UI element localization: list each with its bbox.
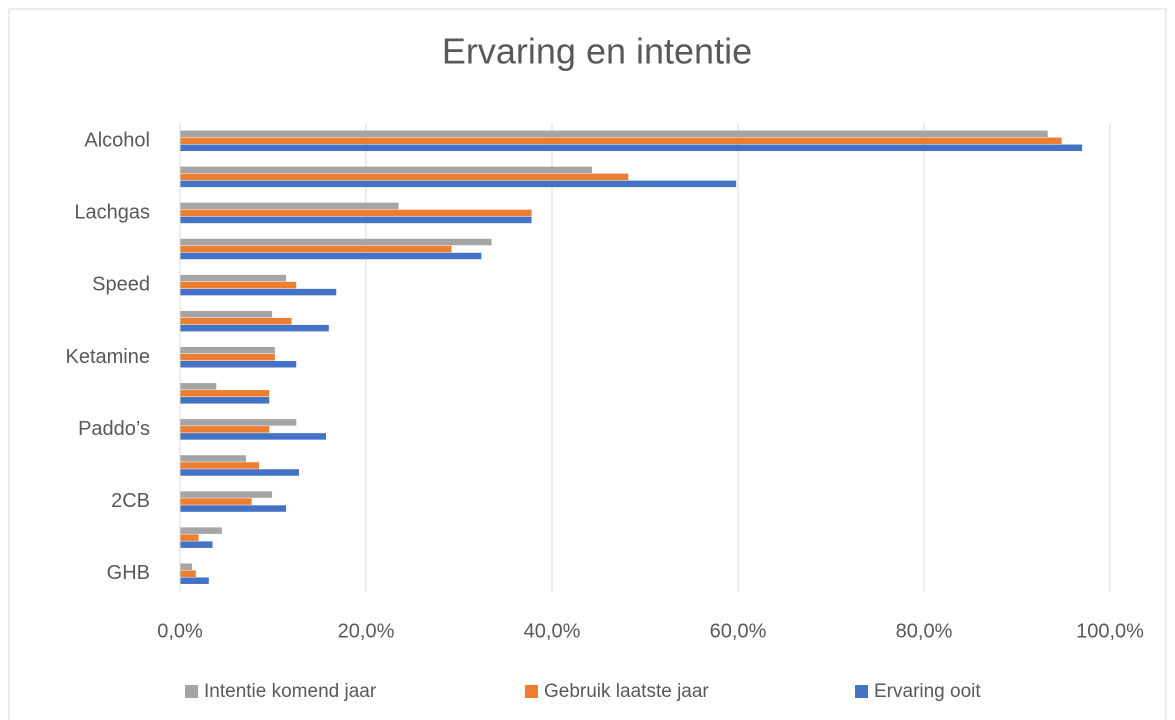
bar: [180, 383, 217, 390]
bar: [180, 144, 1083, 152]
bar: [180, 577, 209, 584]
bar: [180, 209, 532, 217]
y-tick-label: Paddo’s: [78, 418, 150, 440]
bar: [180, 274, 287, 282]
bar: [180, 505, 287, 512]
bar: [180, 137, 1062, 145]
bar: [180, 426, 270, 433]
y-tick-label: 2CB: [111, 490, 150, 512]
bar: [180, 498, 252, 505]
bar: [180, 455, 247, 462]
bar: [180, 173, 629, 181]
bar: [180, 252, 482, 260]
chart-title: Ervaring en intentie: [442, 31, 752, 72]
bar: [180, 324, 329, 332]
bar: [180, 462, 260, 469]
legend-label: Ervaring ooit: [874, 681, 981, 702]
bar: [180, 527, 222, 534]
bar: [180, 130, 1048, 138]
legend-label: Intentie komend jaar: [204, 681, 377, 702]
bar: [180, 390, 270, 397]
bar: [180, 570, 196, 577]
y-tick-label: Ketamine: [66, 346, 151, 368]
bar: [180, 281, 297, 289]
legend-label: Gebruik laatste jaar: [544, 681, 709, 702]
bar: [180, 397, 270, 404]
bar: [180, 419, 297, 426]
x-tick-label: 0,0%: [157, 620, 203, 642]
y-tick-label: Lachgas: [74, 201, 150, 223]
x-tick-label: 100,0%: [1076, 620, 1144, 642]
bar: [180, 310, 273, 318]
bar: [180, 245, 452, 253]
bar: [180, 433, 327, 440]
bar: [180, 202, 399, 210]
bar: [180, 288, 337, 296]
bar: [180, 166, 592, 174]
bar: [180, 347, 275, 354]
x-tick-label: 40,0%: [524, 620, 581, 642]
bar: [180, 361, 297, 368]
y-tick-label: Speed: [92, 274, 150, 296]
bar: [180, 541, 213, 548]
bar: [180, 469, 300, 476]
bar: [180, 216, 532, 224]
y-tick-label: GHB: [107, 562, 150, 584]
bar: [180, 563, 193, 570]
legend-swatch: [185, 685, 198, 698]
bar: [180, 491, 273, 498]
bar: [180, 534, 199, 541]
bar: [180, 238, 492, 246]
bar: [180, 317, 292, 325]
y-tick-label: Alcohol: [84, 129, 150, 151]
x-tick-label: 20,0%: [338, 620, 395, 642]
legend-swatch: [525, 685, 538, 698]
x-tick-label: 60,0%: [710, 620, 767, 642]
bar: [180, 354, 275, 361]
legend-swatch: [855, 685, 868, 698]
x-tick-label: 80,0%: [896, 620, 953, 642]
bar: [180, 180, 737, 188]
